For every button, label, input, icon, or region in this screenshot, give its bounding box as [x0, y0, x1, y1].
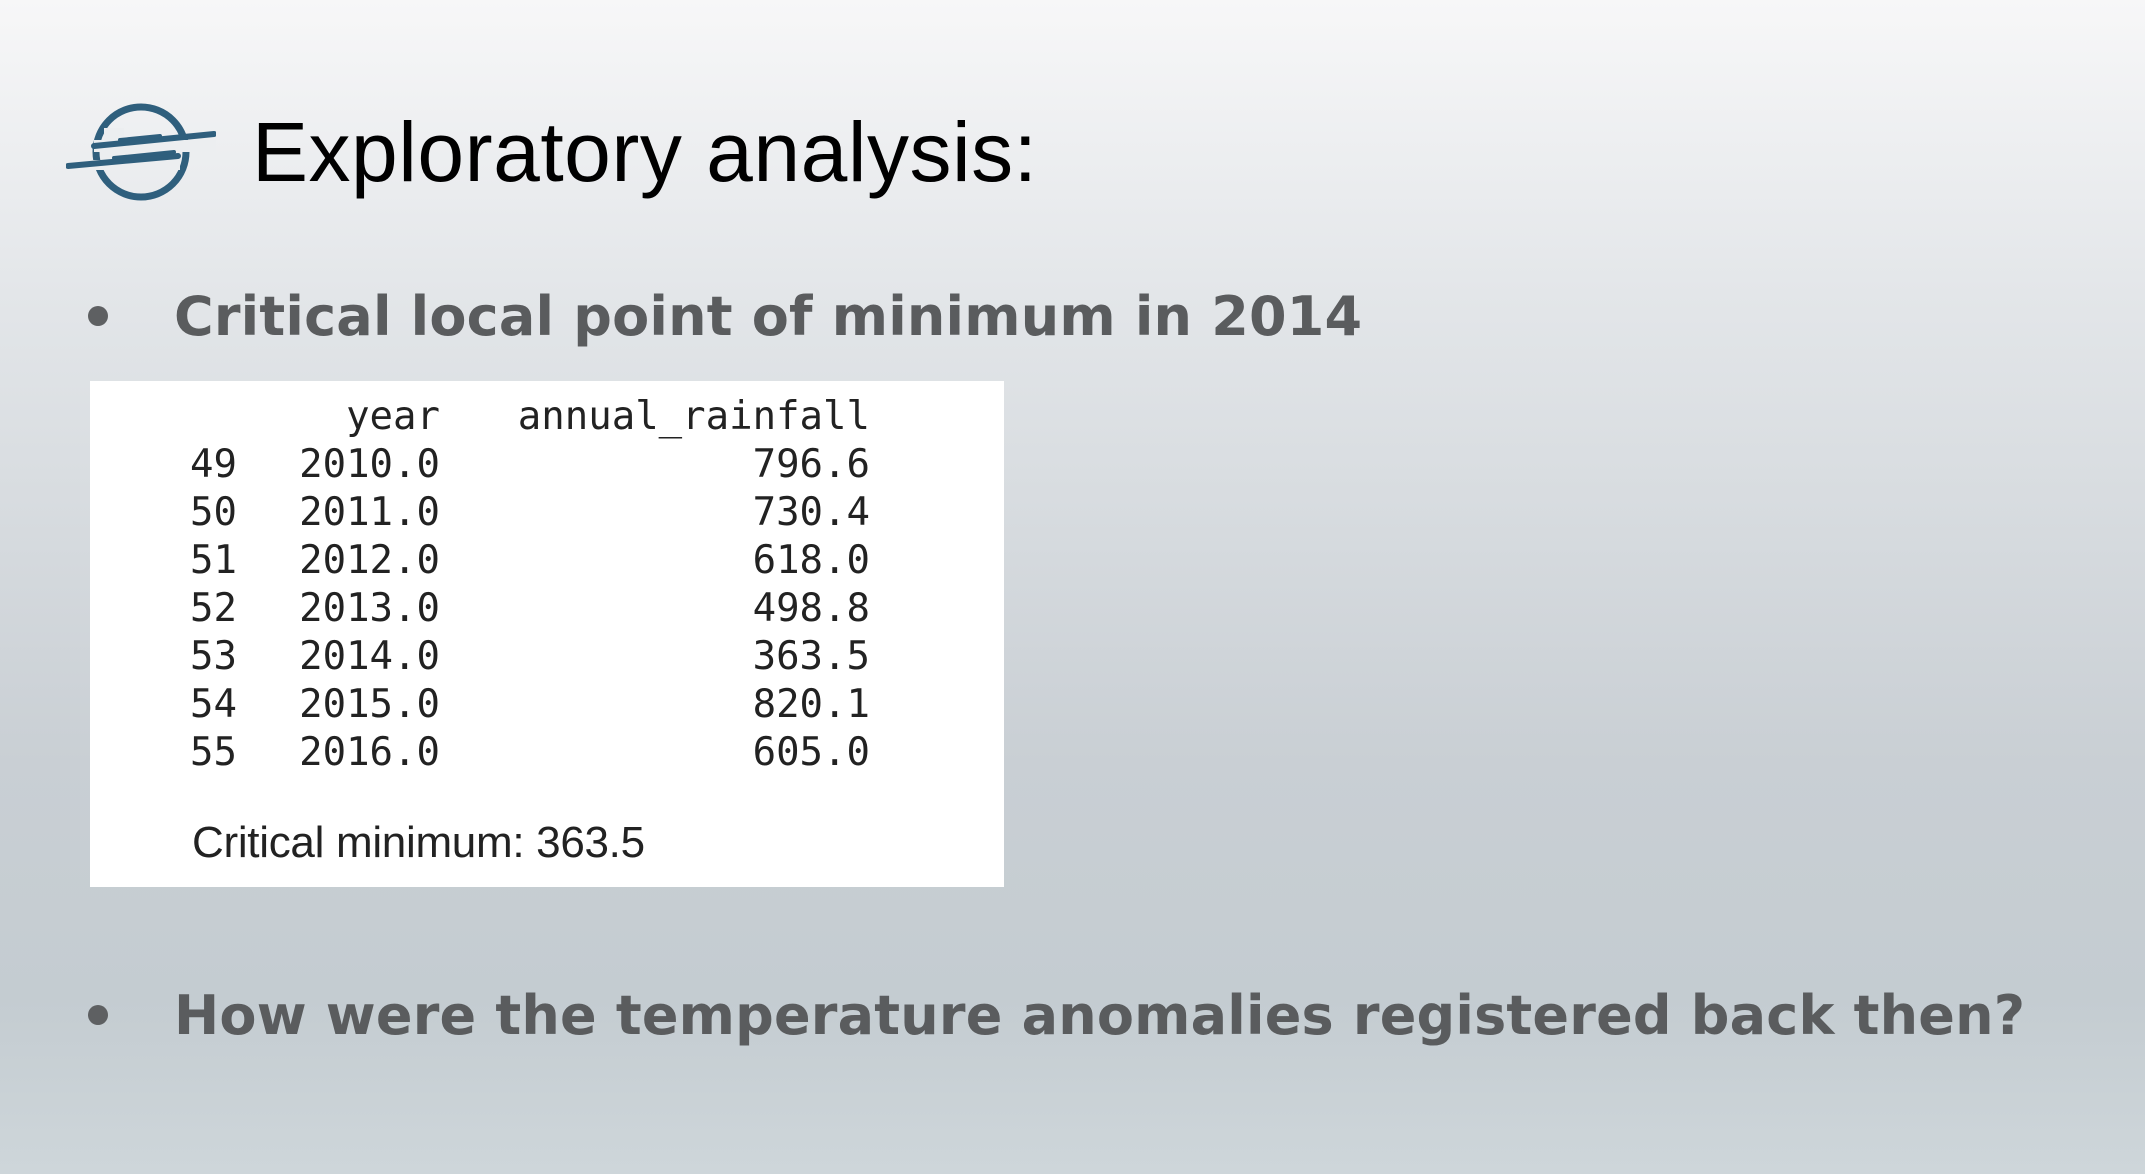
year-cell: 2011.0	[299, 490, 440, 535]
year-cell: 2014.0	[299, 634, 440, 679]
column-header-annual-rainfall: annual_rainfall	[517, 394, 870, 439]
year-cell: 2015.0	[299, 682, 440, 727]
row-index-cell: 54	[190, 682, 237, 727]
row-index-cell: 52	[190, 586, 237, 631]
year-cell: 2013.0	[299, 586, 440, 631]
year-cell: 2012.0	[299, 538, 440, 583]
rainfall-cell: 363.5	[752, 634, 870, 679]
slide-title: Exploratory analysis:	[252, 105, 1038, 199]
row-index-cell: 51	[190, 538, 237, 583]
table-row: 54 2015.0 820.1	[190, 681, 870, 729]
rainfall-cell: 730.4	[752, 490, 870, 535]
rainfall-cell: 618.0	[752, 538, 870, 583]
table-row: 53 2014.0 363.5	[190, 633, 870, 681]
bullet-item: How were the temperature anomalies regis…	[88, 977, 2025, 1053]
rainfall-cell: 820.1	[752, 682, 870, 727]
row-index-cell: 50	[190, 490, 237, 535]
rainfall-cell: 605.0	[752, 730, 870, 775]
dataframe-output-panel: year annual_rainfall 49 2010.0 796.6 50 …	[90, 381, 1004, 887]
table-row: 55 2016.0 605.0	[190, 729, 870, 777]
row-index-cell: 53	[190, 634, 237, 679]
bullet-text: How were the temperature anomalies regis…	[174, 983, 2026, 1047]
column-header-index	[190, 393, 290, 441]
year-cell: 2010.0	[299, 442, 440, 487]
bullet-dot	[88, 306, 108, 326]
rainfall-cell: 498.8	[752, 586, 870, 631]
dataframe-table: year annual_rainfall 49 2010.0 796.6 50 …	[190, 393, 870, 777]
planet-logo-icon	[66, 103, 216, 201]
row-index-cell: 55	[190, 730, 237, 775]
bullet-item: Critical local point of minimum in 2014	[88, 278, 1362, 354]
column-header-year: year	[346, 394, 440, 439]
rainfall-cell: 796.6	[752, 442, 870, 487]
table-row: 51 2012.0 618.0	[190, 537, 870, 585]
table-row: 49 2010.0 796.6	[190, 441, 870, 489]
bullet-text: Critical local point of minimum in 2014	[174, 284, 1363, 348]
bullet-dot	[88, 1005, 108, 1025]
row-index-cell: 49	[190, 442, 237, 487]
critical-minimum-summary: Critical minimum: 363.5	[192, 818, 645, 867]
year-cell: 2016.0	[299, 730, 440, 775]
table-row: 52 2013.0 498.8	[190, 585, 870, 633]
table-row: 50 2011.0 730.4	[190, 489, 870, 537]
table-header-row: year annual_rainfall	[190, 393, 870, 441]
